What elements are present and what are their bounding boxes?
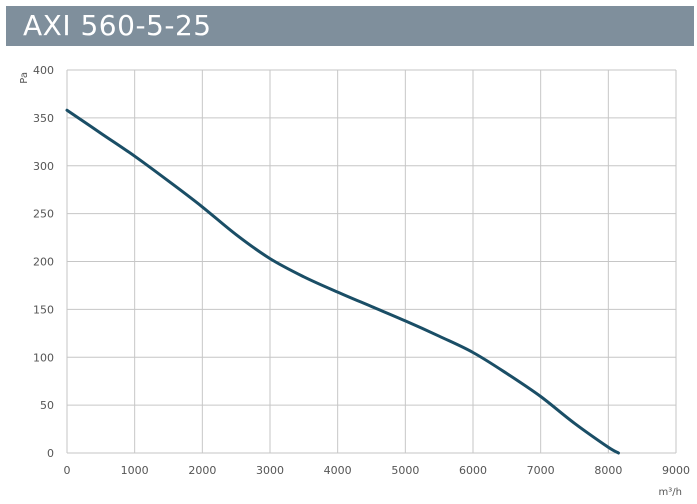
y-tick-label: 300 bbox=[33, 160, 54, 173]
x-tick-label: 0 bbox=[64, 464, 71, 477]
x-tick-label: 2000 bbox=[188, 464, 216, 477]
y-tick-label: 0 bbox=[47, 447, 54, 460]
x-tick-label: 5000 bbox=[391, 464, 419, 477]
series-line bbox=[65, 108, 620, 455]
y-tick-label: 400 bbox=[33, 64, 54, 77]
x-tick-label: 6000 bbox=[459, 464, 487, 477]
title-bar: AXI 560-5-25 bbox=[6, 6, 694, 46]
x-tick-label: 3000 bbox=[256, 464, 284, 477]
y-tick-label: 250 bbox=[33, 208, 54, 221]
x-tick-label: 1000 bbox=[121, 464, 149, 477]
y-axis-label: Pa bbox=[19, 72, 30, 84]
y-tick-label: 200 bbox=[33, 256, 54, 269]
x-tick-label: 9000 bbox=[662, 464, 690, 477]
x-axis-label: m³/h bbox=[659, 487, 682, 498]
x-tick-label: 7000 bbox=[527, 464, 555, 477]
chart-grid bbox=[66, 69, 677, 454]
x-tick-label: 4000 bbox=[324, 464, 352, 477]
y-tick-label: 150 bbox=[33, 303, 54, 316]
chart-title: AXI 560-5-25 bbox=[23, 9, 212, 42]
chart-ticks: 0 1000 2000 3000 4000 5000 6000 7000 8000 9000 0 50… bbox=[33, 64, 690, 477]
y-tick-label: 50 bbox=[40, 399, 54, 412]
y-tick-label: 350 bbox=[33, 112, 54, 125]
x-tick-label: 8000 bbox=[594, 464, 622, 477]
y-tick-label: 100 bbox=[33, 351, 54, 364]
